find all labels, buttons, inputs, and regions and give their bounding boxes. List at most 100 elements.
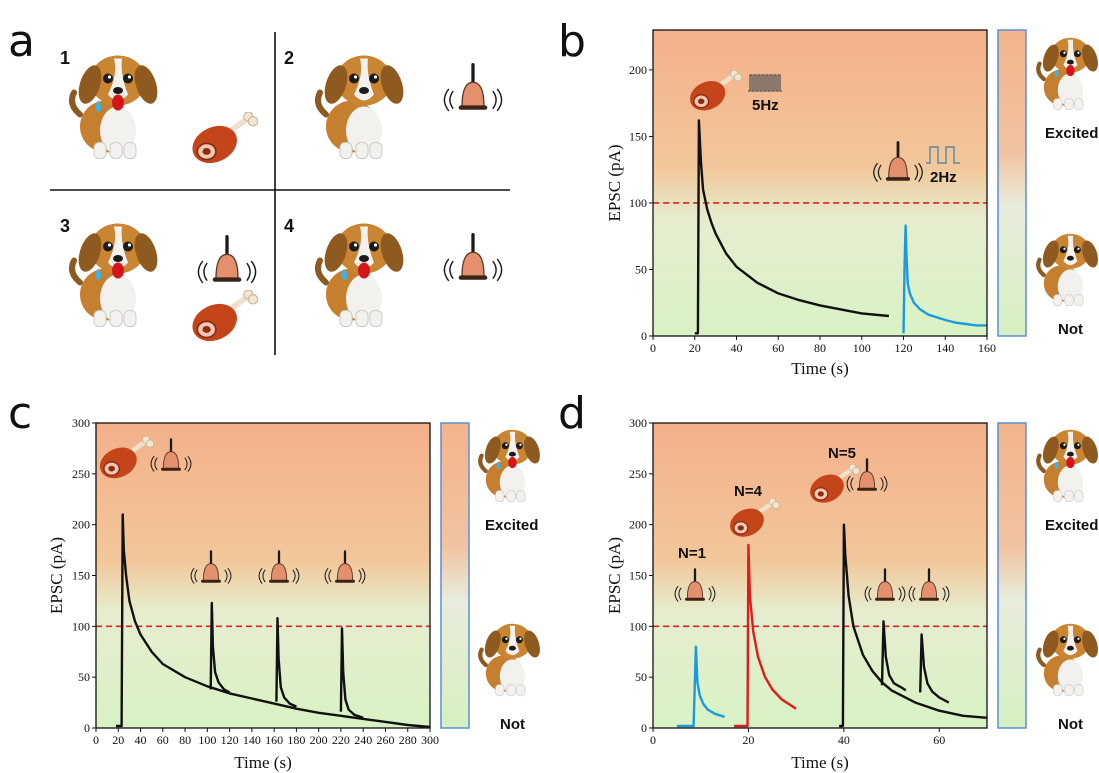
x-tick-label: 120 — [895, 341, 913, 355]
panel-d: d 0 20 40 60 0 50 100 150 200 250 300 Time (s) EPSC … — [558, 388, 1099, 772]
x-tick-label: 100 — [198, 733, 216, 747]
x-axis-label: Time (s) — [791, 753, 848, 772]
x-tick-label: 60 — [933, 733, 945, 747]
x-tick-label: 300 — [421, 733, 439, 747]
y-tick-label: 100 — [629, 619, 647, 633]
panel-b-label: b — [558, 16, 586, 67]
x-tick-label: 20 — [742, 733, 754, 747]
y-tick-label: 150 — [72, 569, 90, 583]
y-tick-label: 200 — [72, 518, 90, 532]
level-low-label: Not — [1058, 321, 1083, 338]
x-tick-label: 40 — [838, 733, 850, 747]
x-tick-label: 60 — [157, 733, 169, 747]
plot-background — [653, 423, 987, 728]
meat-frequency-label: 5Hz — [752, 97, 779, 114]
x-tick-label: 80 — [179, 733, 191, 747]
series-line-2 — [209, 601, 231, 694]
x-tick-label: 0 — [93, 733, 99, 747]
x-tick-label: 20 — [689, 341, 701, 355]
level-high-label: Excited — [1045, 517, 1098, 534]
level-low-label: Not — [500, 716, 525, 733]
panel-a-label: a — [8, 16, 35, 67]
y-tick-label: 250 — [629, 467, 647, 481]
level-bar — [997, 422, 1027, 729]
y-tick-label: 50 — [78, 670, 90, 684]
chart-b: 0 20 40 60 80 100 120 140 160 0 50 100 150 200 Time (s… — [605, 29, 996, 378]
panel-c-label: c — [8, 388, 32, 439]
bell-icon — [442, 63, 504, 113]
x-tick-label: 40 — [731, 341, 743, 355]
n4-label: N=4 — [734, 483, 763, 500]
y-tick-label: 200 — [629, 63, 647, 77]
y-tick-label: 250 — [72, 467, 90, 481]
series-line-1 — [694, 119, 890, 335]
panel-b: b 0 20 40 60 80 100 120 140 160 0 50 100 150 200 Time … — [558, 16, 1099, 378]
quadrant-3-number: 3 — [60, 216, 70, 236]
y-tick-label: 300 — [72, 416, 90, 430]
dog-calm-icon — [1038, 234, 1099, 306]
y-tick-label: 100 — [72, 619, 90, 633]
series-line-4 — [880, 620, 907, 692]
dog-excited-icon — [72, 56, 162, 159]
series-line-1 — [676, 645, 725, 728]
x-tick-label: 160 — [978, 341, 996, 355]
x-tick-label: 280 — [399, 733, 417, 747]
series-line-3 — [839, 523, 988, 728]
x-tick-label: 0 — [650, 733, 656, 747]
series-line-2 — [734, 543, 797, 728]
y-tick-label: 300 — [629, 416, 647, 430]
dog-excited-icon — [1038, 430, 1099, 502]
y-tick-label: 0 — [641, 329, 647, 343]
dog-calm-icon — [318, 56, 408, 159]
x-tick-label: 140 — [243, 733, 261, 747]
y-tick-label: 100 — [629, 196, 647, 210]
bell-frequency-label: 2Hz — [930, 169, 957, 186]
dog-calm-icon — [480, 624, 543, 696]
y-tick-label: 50 — [635, 262, 647, 276]
y-tick-label: 150 — [629, 569, 647, 583]
x-tick-label: 80 — [814, 341, 826, 355]
y-tick-label: 50 — [635, 670, 647, 684]
x-tick-label: 160 — [265, 733, 283, 747]
dog-calm-icon — [1038, 624, 1099, 696]
panel-a: a 1 2 3 4 — [8, 16, 510, 355]
bell-icon — [442, 233, 504, 283]
x-tick-label: 140 — [936, 341, 954, 355]
series-line-3 — [275, 617, 297, 708]
panel-d-label: d — [558, 388, 586, 439]
meat-icon — [186, 290, 257, 348]
chart-d: 0 20 40 60 0 50 100 150 200 250 300 Time (s) EPSC (p… — [605, 416, 988, 772]
n5-label: N=5 — [828, 445, 856, 462]
series-line-5 — [919, 633, 950, 704]
level-high-label: Excited — [1045, 125, 1098, 142]
x-tick-label: 0 — [650, 341, 656, 355]
n1-label: N=1 — [678, 545, 706, 562]
quadrant-2-number: 2 — [284, 48, 294, 68]
y-tick-label: 0 — [84, 721, 90, 735]
x-tick-label: 120 — [221, 733, 239, 747]
meat-icon — [186, 112, 257, 170]
x-tick-label: 240 — [354, 733, 372, 747]
dog-excited-icon — [72, 224, 162, 327]
level-bar — [997, 29, 1027, 337]
panel-c: c 0 20 40 60 80 100 120 140 160 180 200 220 240 260 28… — [8, 388, 543, 772]
x-axis-label: Time (s) — [791, 359, 848, 378]
x-tick-label: 20 — [112, 733, 124, 747]
x-tick-label: 260 — [376, 733, 394, 747]
bell-icon — [196, 235, 258, 285]
x-tick-label: 220 — [332, 733, 350, 747]
x-axis-label: Time (s) — [234, 753, 291, 772]
y-tick-label: 0 — [641, 721, 647, 735]
level-bar — [440, 422, 470, 729]
level-high-label: Excited — [485, 517, 538, 534]
series-line-4 — [339, 627, 364, 719]
quadrant-4-number: 4 — [284, 216, 294, 236]
dog-excited-icon — [480, 430, 543, 502]
y-tick-label: 200 — [629, 518, 647, 532]
x-tick-label: 180 — [287, 733, 305, 747]
x-tick-label: 40 — [135, 733, 147, 747]
y-axis-label: EPSC (pA) — [605, 537, 624, 614]
y-axis-label: EPSC (pA) — [605, 145, 624, 222]
y-axis-label: EPSC (pA) — [47, 537, 66, 614]
